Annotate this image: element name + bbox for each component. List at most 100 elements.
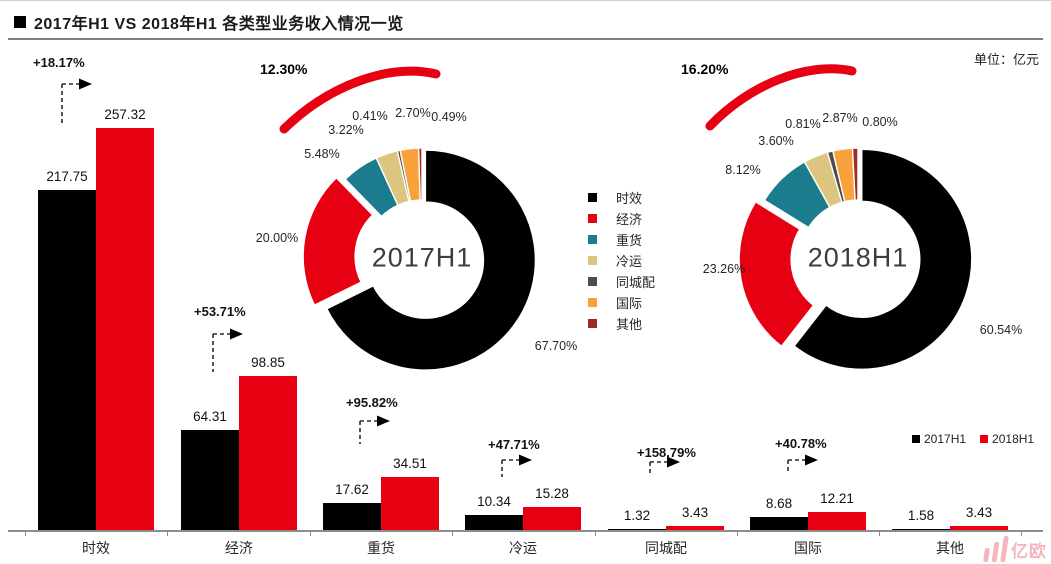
bar-value-2018h1-经济: 98.85 (251, 355, 285, 371)
x-axis-label-时效: 时效 (82, 540, 110, 556)
donut-2017-center-title: 2017H1 (371, 242, 473, 273)
legend-label-国际: 国际 (616, 296, 643, 311)
bar-2017h1-冷运 (465, 514, 523, 531)
legend-swatch-国际 (588, 298, 597, 307)
x-axis-tick (737, 531, 738, 536)
x-axis-tick (595, 531, 596, 536)
bar-value-2018h1-冷运: 15.28 (535, 486, 569, 502)
donut-2018-center-title: 2018H1 (807, 242, 909, 273)
bar-value-2017h1-其他: 1.58 (907, 507, 935, 523)
donut-2018H1-pct-经济: 23.26% (702, 262, 746, 276)
x-axis-tick (310, 531, 311, 536)
x-axis-label-冷运: 冷运 (509, 540, 537, 556)
donut-2018H1-pct-国际: 2.87% (822, 111, 858, 125)
donut-2018H1-pct-重货: 8.12% (725, 163, 761, 177)
legend-swatch-重货 (588, 235, 597, 244)
donut-legend-item-同城配: 同城配 (588, 271, 655, 292)
donut-legend-item-其他: 其他 (588, 313, 655, 334)
bar-value-2017h1-时效: 217.75 (46, 169, 88, 185)
bar-value-2018h1-时效: 257.32 (104, 107, 146, 123)
legend-swatch-其他 (588, 319, 597, 328)
bar-value-2017h1-同城配: 1.32 (623, 507, 651, 523)
bar-2018h1-时效 (96, 128, 154, 531)
x-axis-tick (452, 531, 453, 536)
donut-2018H1-pct-冷运: 3.60% (758, 134, 794, 148)
title-bullet-icon (14, 16, 26, 28)
bar-value-2018h1-其他: 3.43 (965, 504, 993, 520)
donut-2017H1-pct-国际: 2.70% (395, 106, 431, 120)
bar-legend-item-2017h1: 2017H1 (912, 432, 966, 446)
bar-legend: 2017H1 2018H1 (912, 432, 1034, 446)
bar-2018h1-重货 (381, 477, 439, 531)
donut-2017H1-pct-经济: 20.00% (255, 231, 299, 245)
bar-value-2017h1-经济: 64.31 (193, 409, 227, 425)
growth-label-冷运: +47.71% (488, 437, 540, 452)
title-underline (8, 38, 1043, 40)
donut-2017H1-pct-时效: 67.70% (534, 339, 578, 353)
growth-label-时效: +18.17% (33, 55, 85, 70)
donut-2018-growth-label: 16.20% (681, 61, 729, 77)
bar-2017h1-其他 (892, 528, 950, 531)
legend-label-经济: 经济 (616, 212, 643, 227)
watermark-bar-icon (1000, 536, 1009, 562)
donut-2017H1-pct-同城配: 0.41% (352, 109, 388, 123)
donut-2017H1-pct-其他: 0.49% (431, 110, 467, 124)
x-axis-label-国际: 国际 (794, 540, 822, 556)
legend-swatch-经济 (588, 214, 597, 223)
bar-2017h1-国际 (750, 517, 808, 531)
legend-swatch-2017h1 (912, 435, 920, 443)
legend-swatch-2018h1 (980, 435, 989, 443)
donut-legend-item-时效: 时效 (588, 187, 655, 208)
x-axis-tick (879, 531, 880, 536)
header: 2017年H1 VS 2018年H1 各类型业务收入情况一览 (14, 10, 404, 34)
watermark-bar-icon (991, 542, 1000, 562)
donut-legend-item-冷运: 冷运 (588, 250, 655, 271)
bar-2017h1-经济 (181, 430, 239, 531)
x-axis-label-重货: 重货 (367, 540, 395, 556)
unit-label: 单位：亿元 (973, 52, 1039, 67)
bar-2018h1-冷运 (523, 507, 581, 531)
legend-label-时效: 时效 (616, 191, 643, 206)
bar-2017h1-重货 (323, 503, 381, 531)
bar-2017h1-同城配 (608, 528, 666, 531)
bar-2018h1-同城配 (666, 525, 724, 531)
donut-2017H1-pct-重货: 5.48% (304, 147, 340, 161)
watermark-text: 亿欧 (1011, 542, 1047, 561)
bar-2018h1-国际 (808, 511, 866, 531)
donut-2017H1-pct-冷运: 3.22% (328, 123, 364, 137)
x-axis-tick (167, 531, 168, 536)
x-axis-label-其他: 其他 (936, 540, 964, 556)
bar-value-2018h1-同城配: 3.43 (681, 504, 709, 520)
donut-legend-item-国际: 国际 (588, 292, 655, 313)
legend-label-冷运: 冷运 (616, 254, 643, 269)
x-axis-tick (25, 531, 26, 536)
donut-legend: 时效经济重货冷运同城配国际其他 (588, 187, 655, 334)
bar-value-2017h1-冷运: 10.34 (477, 493, 511, 509)
legend-label-2018h1: 2018H1 (992, 432, 1035, 446)
watermark-bar-icon (983, 548, 990, 562)
donut-2017-growth-label: 12.30% (260, 61, 308, 77)
yiou-watermark-logo: 亿欧 (983, 536, 1047, 562)
x-axis-line (8, 530, 1043, 532)
growth-label-国际: +40.78% (775, 436, 827, 451)
donut-2018H1-pct-时效: 60.54% (979, 323, 1023, 337)
legend-label-同城配: 同城配 (616, 275, 656, 290)
legend-label-2017h1: 2017H1 (924, 432, 967, 446)
bar-2018h1-经济 (239, 376, 297, 531)
growth-label-同城配: +158.79% (637, 445, 696, 460)
donut-legend-item-重货: 重货 (588, 229, 655, 250)
x-axis-label-经济: 经济 (225, 540, 253, 556)
bar-value-2017h1-重货: 17.62 (335, 482, 369, 498)
donut-2018H1-pct-其他: 0.80% (862, 115, 898, 129)
donut-2018H1-pct-同城配: 0.81% (785, 117, 821, 131)
x-axis-tick (1021, 531, 1022, 536)
x-axis-label-同城配: 同城配 (645, 540, 687, 556)
donut-legend-item-经济: 经济 (588, 208, 655, 229)
legend-label-重货: 重货 (616, 233, 643, 248)
legend-label-其他: 其他 (616, 317, 643, 332)
bar-2018h1-其他 (950, 525, 1008, 531)
growth-label-重货: +95.82% (346, 395, 398, 410)
